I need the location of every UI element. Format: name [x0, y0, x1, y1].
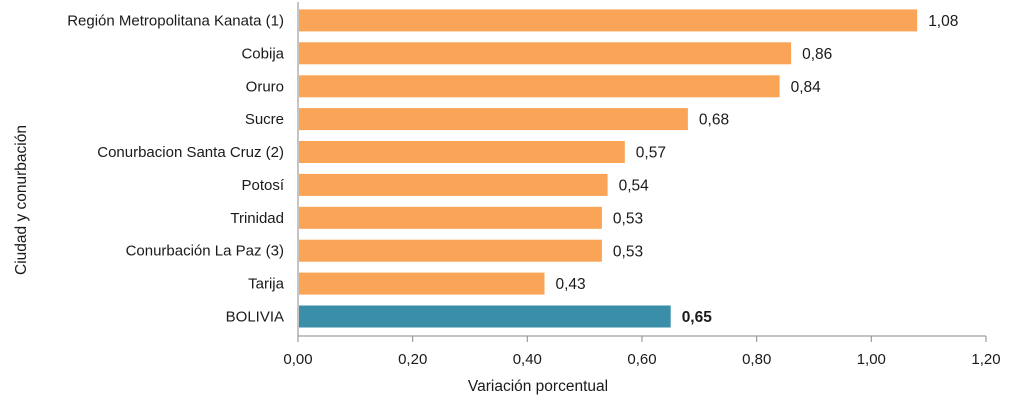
category-label-9: BOLIVIA — [226, 309, 284, 326]
value-label-2: 0,84 — [791, 79, 822, 96]
bar-6 — [299, 206, 602, 229]
bar-3 — [299, 108, 688, 131]
y-axis-title: Ciudad y conurbación — [13, 125, 30, 275]
value-labels: 1,08 0,86 0,84 0,68 0,57 0,54 0,53 0,53 0,43 0,65 — [556, 13, 959, 326]
category-labels: Región Metropolitana Kanata (1) Cobija Oru… — [67, 12, 285, 325]
category-label-0: Región Metropolitana Kanata (1) — [67, 12, 284, 29]
value-label-8: 0,43 — [556, 276, 586, 293]
bar-9 — [299, 305, 671, 328]
category-label-4: Conurbacion Santa Cruz (2) — [97, 144, 284, 161]
value-label-3: 0,68 — [699, 112, 729, 129]
value-label-5: 0,54 — [619, 177, 650, 194]
x-tick-label-6: 1,20 — [971, 351, 1000, 368]
x-tick-label-2: 0,40 — [513, 351, 542, 368]
category-label-7: Conurbación La Paz (3) — [126, 243, 284, 260]
x-axis: 0,00 0,20 0,40 0,60 0,80 1,00 1,20 — [283, 2, 1001, 368]
category-label-1: Cobija — [241, 45, 284, 62]
bar-2 — [299, 75, 780, 98]
bar-8 — [299, 272, 545, 295]
x-tick-label-4: 0,80 — [742, 351, 771, 368]
x-tick-label-5: 1,00 — [857, 351, 886, 368]
x-tick-label-1: 0,20 — [398, 351, 427, 368]
category-label-6: Trinidad — [230, 210, 284, 227]
category-label-2: Oruro — [246, 78, 284, 95]
x-tick-label-0: 0,00 — [283, 351, 312, 368]
category-label-8: Tarija — [248, 276, 285, 293]
bar-1 — [299, 42, 792, 65]
value-label-1: 0,86 — [802, 46, 832, 63]
value-label-0: 1,08 — [928, 13, 958, 30]
value-label-6: 0,53 — [613, 210, 643, 227]
category-label-5: Potosí — [241, 177, 284, 194]
bars-layer — [299, 9, 918, 328]
bar-5 — [299, 173, 608, 196]
value-label-7: 0,53 — [613, 243, 643, 260]
bar-4 — [299, 141, 625, 163]
x-tick-label-3: 0,60 — [627, 351, 656, 368]
value-label-4: 0,57 — [636, 145, 666, 162]
category-label-3: Sucre — [245, 111, 284, 128]
bar-7 — [299, 239, 602, 262]
value-label-9: 0,65 — [682, 309, 713, 326]
bar-0 — [299, 9, 918, 32]
x-axis-title: Variación porcentual — [468, 378, 608, 395]
